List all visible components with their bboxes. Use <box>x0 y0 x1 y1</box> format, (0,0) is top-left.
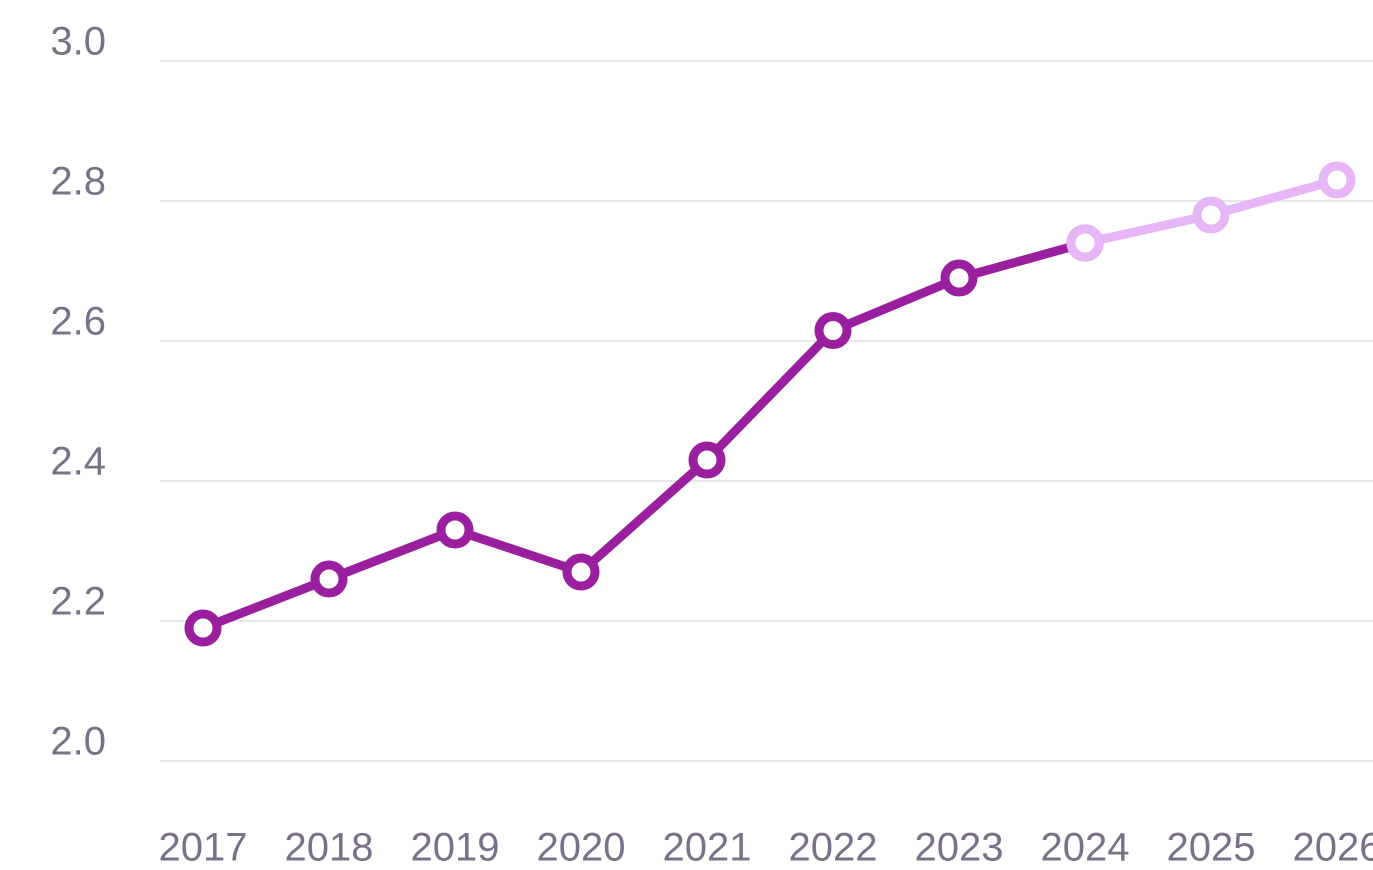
y-tick-label: 2.4 <box>50 440 106 484</box>
data-point <box>1192 196 1230 234</box>
x-tick-label: 2018 <box>285 826 374 870</box>
y-tick-label: 2.2 <box>50 580 106 624</box>
x-tick-label: 2021 <box>663 826 752 870</box>
y-tick-label: 2.6 <box>50 300 106 344</box>
data-point <box>184 609 222 647</box>
x-tick-label: 2017 <box>159 826 248 870</box>
x-tick-label: 2023 <box>915 826 1004 870</box>
x-tick-label: 2020 <box>537 826 626 870</box>
y-tick-label: 2.8 <box>50 160 106 204</box>
x-tick-label: 2024 <box>1041 826 1130 870</box>
data-point <box>436 511 474 549</box>
y-tick-label: 3.0 <box>50 20 106 64</box>
data-point <box>310 560 348 598</box>
data-point <box>1318 161 1356 199</box>
x-tick-label: 2019 <box>411 826 500 870</box>
data-point <box>562 553 600 591</box>
data-point <box>1066 224 1104 262</box>
data-point <box>940 259 978 297</box>
x-tick-label: 2022 <box>789 826 878 870</box>
x-tick-label: 2025 <box>1167 826 1256 870</box>
y-tick-label: 2.0 <box>50 720 106 764</box>
data-point <box>688 441 726 479</box>
series-line <box>201 238 1087 633</box>
x-tick-label: 2026 <box>1293 826 1373 870</box>
data-point <box>814 312 852 349</box>
